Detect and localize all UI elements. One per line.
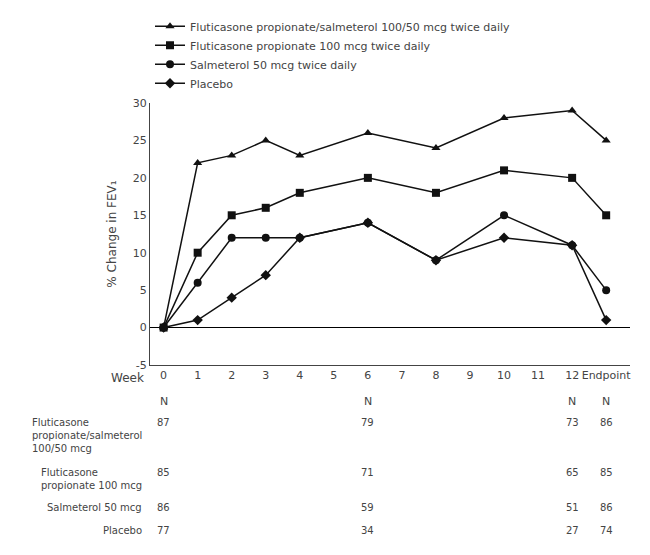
svg-text:6: 6 [364,369,371,382]
svg-text:0: 0 [160,369,167,382]
svg-text:10: 10 [497,369,511,382]
svg-text:5: 5 [140,284,147,297]
svg-text:Placebo: Placebo [190,78,233,91]
svg-text:10: 10 [133,247,147,260]
svg-text:0: 0 [140,321,147,334]
svg-text:Fluticasonepropionate 100 mcg: Fluticasonepropionate 100 mcg [41,467,142,491]
svg-text:79: 79 [361,417,374,428]
svg-text:3: 3 [262,369,269,382]
svg-text:25: 25 [133,134,147,147]
svg-text:65: 65 [566,467,579,478]
svg-text:85: 85 [157,467,170,478]
svg-text:34: 34 [361,525,374,536]
svg-text:59: 59 [361,502,374,513]
svg-text:5: 5 [330,369,337,382]
svg-text:Fluticasone propionate/salmete: Fluticasone propionate/salmeterol 100/50… [190,21,510,34]
svg-text:87: 87 [157,417,170,428]
svg-text:Fluticasone propionate 100 mcg: Fluticasone propionate 100 mcg twice dai… [190,40,431,53]
svg-text:51: 51 [566,502,579,513]
svg-text:15: 15 [133,209,147,222]
svg-text:Salmeterol 50 mcg twice daily: Salmeterol 50 mcg twice daily [190,59,357,72]
svg-text:86: 86 [600,417,613,428]
svg-text:12: 12 [565,369,579,382]
svg-text:27: 27 [566,525,579,536]
svg-text:30: 30 [133,97,147,110]
svg-text:Week: Week [111,371,144,385]
svg-text:Salmeterol 50 mcg: Salmeterol 50 mcg [47,502,142,513]
svg-text:1: 1 [194,369,201,382]
svg-text:8: 8 [432,369,439,382]
svg-text:N: N [602,395,610,408]
svg-text:4: 4 [296,369,303,382]
svg-text:% Change in FEV₁: % Change in FEV₁ [105,180,119,287]
svg-text:N: N [160,395,168,408]
svg-text:N: N [568,395,576,408]
svg-text:73: 73 [566,417,579,428]
svg-text:20: 20 [133,172,147,185]
svg-text:-5: -5 [136,359,147,372]
svg-text:2: 2 [228,369,235,382]
svg-text:71: 71 [361,467,374,478]
svg-text:Endpoint: Endpoint [582,369,632,382]
svg-text:86: 86 [600,502,613,513]
svg-text:77: 77 [157,525,170,536]
svg-text:Placebo: Placebo [103,525,142,536]
svg-text:86: 86 [157,502,170,513]
svg-text:N: N [364,395,372,408]
svg-text:7: 7 [398,369,405,382]
svg-text:9: 9 [467,369,474,382]
svg-text:85: 85 [600,467,613,478]
svg-text:Fluticasonepropionate/salmeter: Fluticasonepropionate/salmeterol100/50 m… [32,417,142,454]
svg-text:11: 11 [531,369,545,382]
svg-text:74: 74 [600,525,613,536]
